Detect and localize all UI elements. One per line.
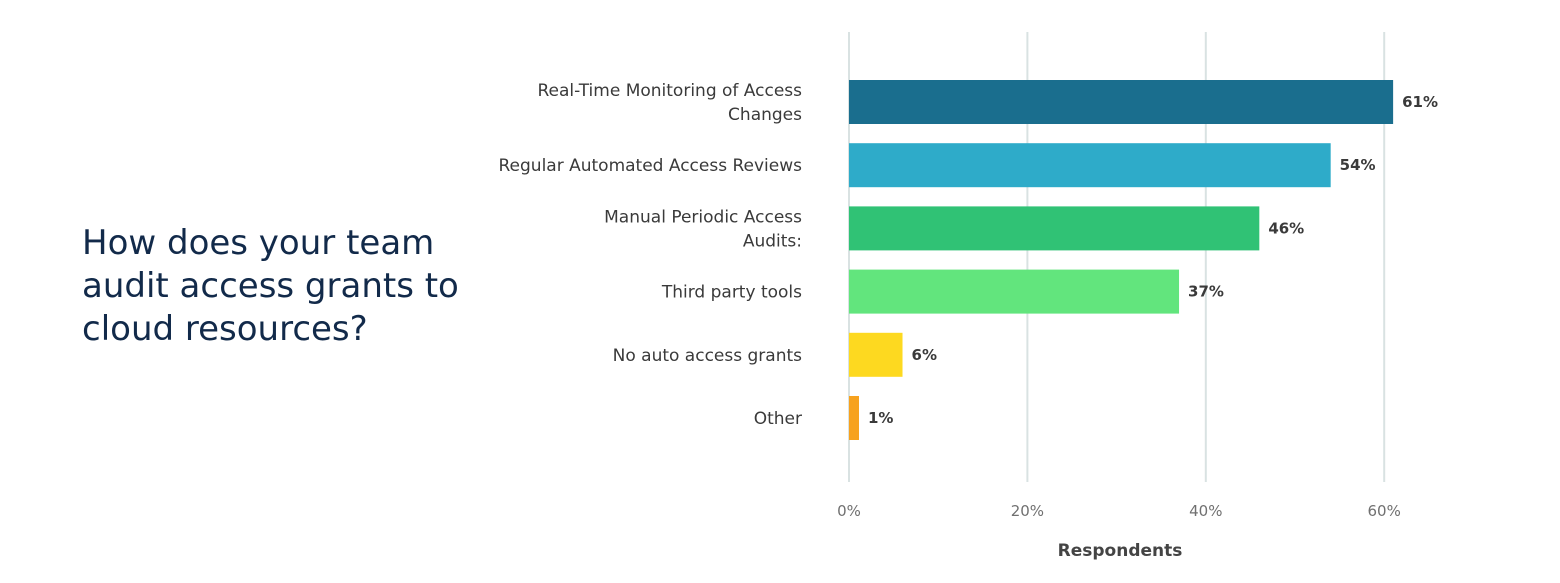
x-axis-title: Respondents (1058, 541, 1183, 561)
bar-value-label: 46% (1268, 219, 1304, 237)
category-label: Audits: (743, 231, 802, 251)
category-label: No auto access grants (613, 346, 803, 366)
x-tick-label: 40% (1189, 502, 1222, 520)
category-labels: Real-Time Monitoring of Access Changes Reg… (499, 81, 803, 429)
bar (849, 80, 1394, 124)
x-tick-label: 20% (1011, 502, 1044, 520)
bars (849, 80, 1394, 440)
bar-value-label: 61% (1402, 93, 1438, 111)
bar (849, 269, 1180, 314)
x-tick-label: 0% (837, 502, 861, 520)
bar (849, 332, 903, 377)
category-label: Third party tools (661, 283, 802, 303)
chart-question-title: How does your team audit access grants t… (82, 223, 459, 349)
bar-value-label: 54% (1340, 156, 1376, 174)
bar (849, 206, 1260, 251)
x-tick-label: 60% (1368, 502, 1401, 520)
category-label: Other (754, 409, 802, 429)
bar-value-label: 1% (868, 409, 893, 427)
bar (849, 396, 859, 440)
bar (849, 143, 1331, 188)
value-labels: 61% 54% 46% 37% 6% 1% (868, 93, 1438, 427)
bar-value-label: 6% (912, 346, 937, 364)
category-label: Changes (728, 105, 802, 125)
category-label: Manual Periodic Access (604, 207, 802, 227)
category-label: Real-Time Monitoring of Access (537, 81, 802, 101)
bar-value-label: 37% (1188, 283, 1224, 301)
x-axis-ticks: 0% 20% 40% 60% (837, 502, 1401, 520)
category-label: Regular Automated Access Reviews (499, 156, 803, 176)
